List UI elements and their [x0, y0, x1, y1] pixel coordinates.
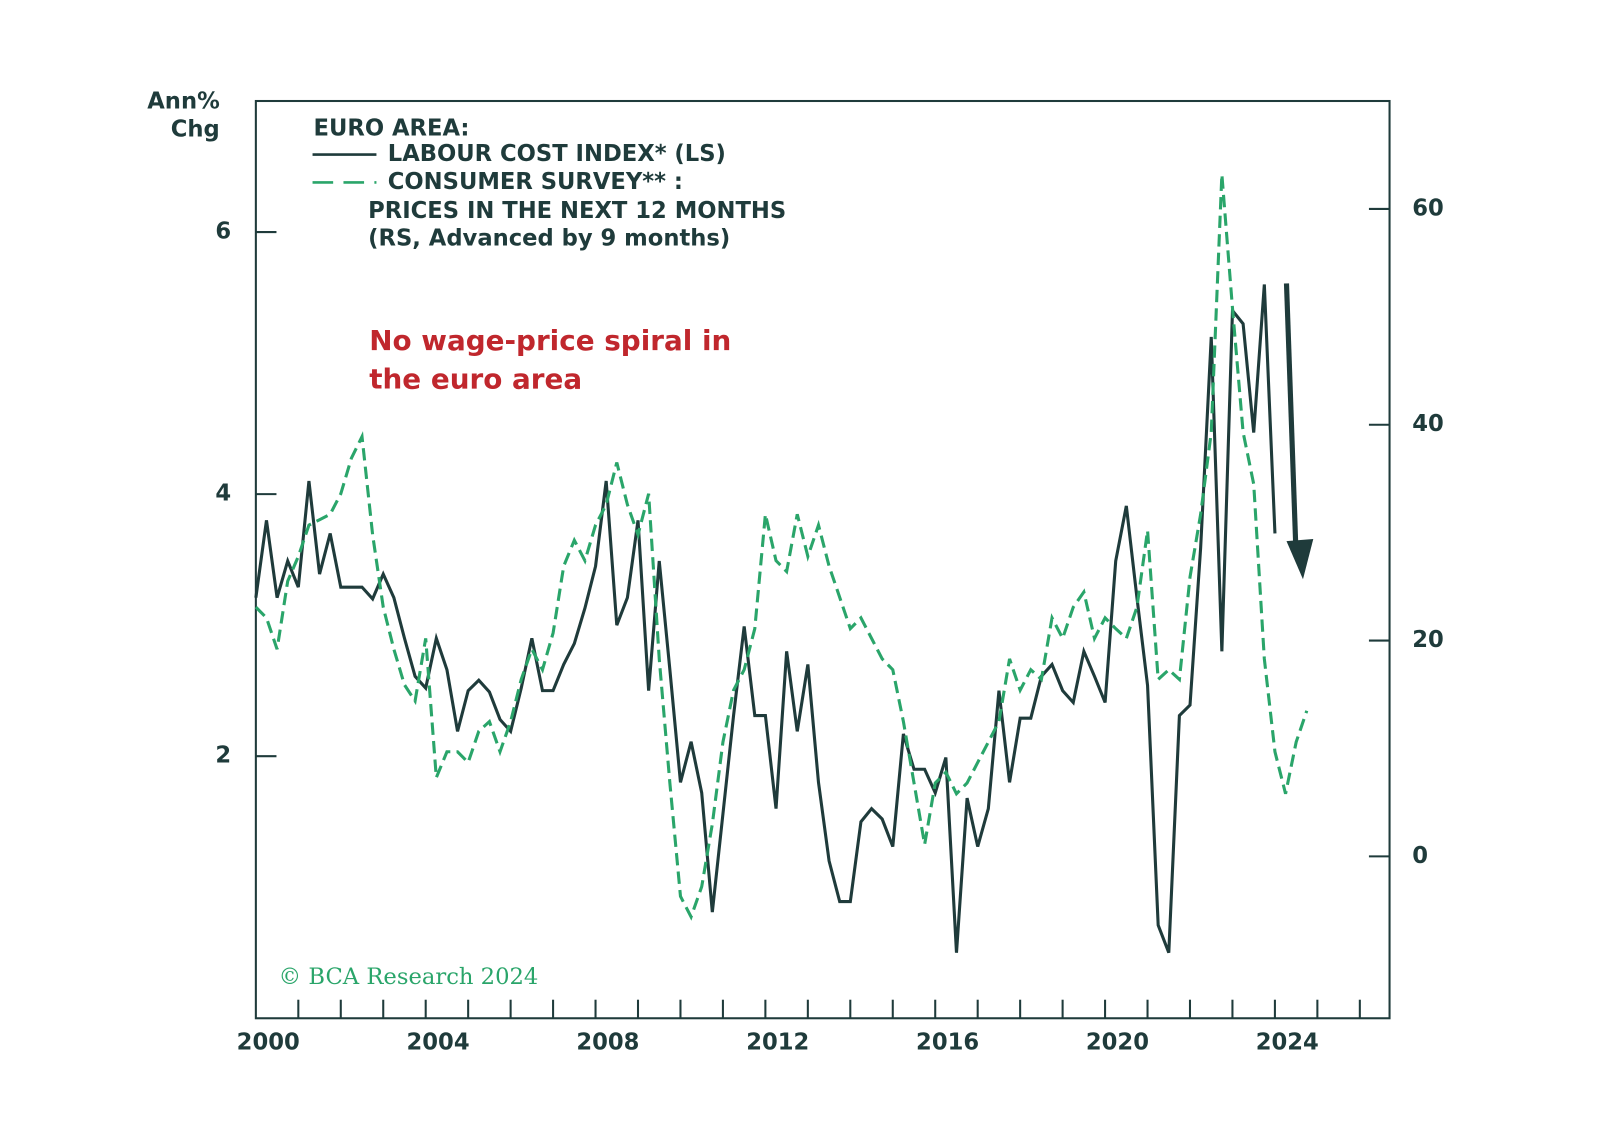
y2-tick-label: 0 [1412, 843, 1428, 869]
legend-label: LABOUR COST INDEX* (LS) [388, 141, 726, 167]
annotation: the euro area [369, 362, 582, 395]
arrow-head [1286, 539, 1314, 580]
legend-title: EURO AREA: [314, 115, 470, 141]
legend-text: PRICES IN THE NEXT 12 MONTHS [368, 198, 786, 224]
x-tick-label: 2004 [407, 1029, 470, 1055]
plot-frame [254, 99, 1391, 1020]
legend-label: CONSUMER SURVEY** : [388, 169, 683, 195]
y-tick-label: 2 [215, 743, 231, 769]
x-tick-label: 2000 [237, 1029, 300, 1055]
y2-tick-label: 20 [1412, 627, 1444, 653]
legend-text: (RS, Advanced by 9 months) [368, 226, 730, 252]
x-tick-label: 2016 [916, 1029, 979, 1055]
source: © BCA Research 2024 [279, 964, 539, 990]
series-line [254, 174, 1309, 921]
x-tick-label: 2024 [1256, 1029, 1319, 1055]
y2-tick-label: 60 [1412, 195, 1444, 221]
annotation: No wage-price spiral in [369, 324, 731, 357]
y-axis-label: Ann% [147, 89, 220, 115]
x-tick-label: 2008 [576, 1029, 639, 1055]
series-line [254, 284, 1277, 954]
x-tick-label: 2020 [1086, 1029, 1149, 1055]
y-axis-label: Chg [171, 116, 220, 142]
arrow [1283, 283, 1299, 547]
y-tick-label: 4 [215, 481, 231, 507]
x-tick-label: 2012 [746, 1029, 809, 1055]
y-tick-label: 6 [215, 219, 231, 245]
y2-tick-label: 40 [1412, 411, 1444, 437]
